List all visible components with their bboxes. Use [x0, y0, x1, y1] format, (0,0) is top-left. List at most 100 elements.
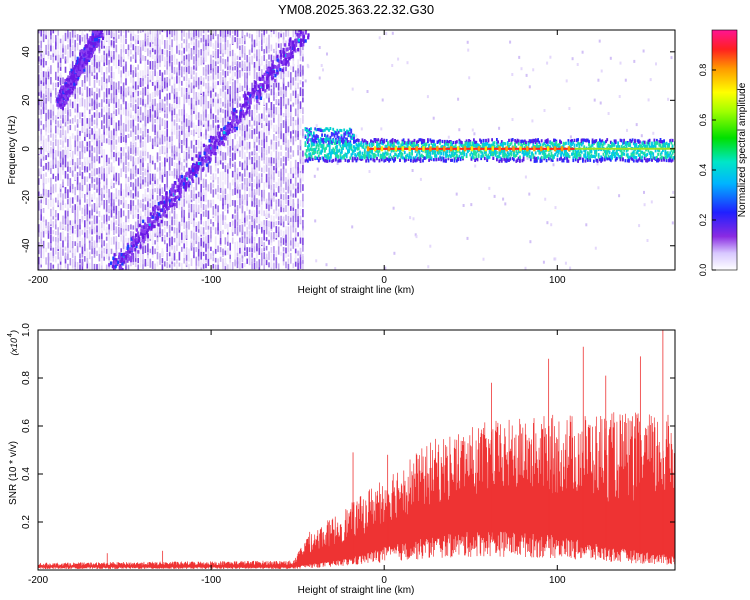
spectrogram-cell	[236, 261, 239, 269]
spectrogram-cell	[268, 167, 270, 176]
spectrogram-cell	[214, 50, 217, 59]
spectrogram-trend-cell	[214, 147, 217, 151]
spectrogram-trend-cell	[164, 201, 167, 205]
spectrogram-cell	[115, 220, 118, 225]
spectrogram-cell	[137, 251, 139, 258]
spectrogram-cell	[183, 136, 185, 146]
spectrogram-cell	[166, 152, 168, 159]
spectrogram-cell	[156, 167, 159, 172]
spectrogram-cell	[210, 182, 212, 190]
spectrogram-cell	[273, 171, 275, 181]
spectrogram-cell	[115, 241, 118, 250]
spectrogram-cell	[294, 186, 297, 196]
spectrogram-cell	[122, 30, 125, 34]
spectrogram-cell	[219, 187, 222, 193]
spectrogram-cell	[113, 193, 115, 200]
spectrogram-cell	[57, 251, 59, 260]
spectrogram-cell	[74, 49, 76, 55]
spectrogram-cell	[84, 157, 86, 167]
spectrogram-cell	[40, 77, 42, 84]
spectrogram-cell	[110, 192, 113, 201]
spectrogram-cell	[67, 263, 69, 270]
spectrogram-cell	[144, 107, 147, 116]
spectrogram-cell	[132, 30, 135, 37]
spectrogram-cell	[52, 230, 55, 235]
spectrogram-trend-cell	[230, 124, 234, 129]
spectrogram-cell	[159, 215, 161, 222]
spectrogram-cell	[544, 197, 547, 201]
spectrogram-cell	[214, 40, 217, 49]
spectrogram-cell	[108, 229, 110, 235]
spectrogram-cell	[251, 252, 253, 258]
spectrogram-cell	[282, 113, 285, 118]
spectrogram-cell	[144, 204, 147, 210]
spectrogram-cell	[161, 49, 164, 54]
spectrogram-cell	[244, 211, 246, 218]
spectrogram-cell	[142, 171, 144, 179]
spectrogram-cell	[244, 72, 246, 78]
spectrogram-cell	[202, 34, 205, 42]
spectrogram-cell	[280, 192, 282, 200]
spectrogram-cell	[195, 49, 198, 54]
spectrogram-cell	[74, 213, 76, 221]
spectrogram-cell	[103, 114, 105, 124]
spectrogram-cell	[207, 30, 210, 33]
spectrogram-cell	[52, 257, 55, 262]
spectrogram-cell	[246, 123, 248, 132]
spectrogram-cell	[302, 156, 304, 165]
spectrogram-cell	[234, 145, 236, 154]
spectrogram-cell	[200, 80, 202, 85]
spectrogram-cell	[214, 227, 217, 235]
spectrogram-cell	[59, 150, 62, 159]
spectrogram-cell	[134, 162, 137, 170]
spectrogram-cell	[550, 223, 553, 227]
spectrogram-cell	[229, 93, 231, 102]
spectrogram-cell	[91, 177, 93, 184]
spectrogram-cell	[207, 34, 210, 44]
spectrogram-cell	[71, 252, 74, 258]
spectrogram-cell	[103, 255, 105, 261]
spectrogram-cell	[193, 240, 195, 247]
spectrogram-cell	[115, 139, 118, 145]
spectrogram-cell	[137, 64, 139, 70]
spectrogram-cell	[294, 31, 297, 40]
spectrogram-cell	[74, 224, 76, 229]
spectrogram-cell	[302, 75, 304, 80]
spectrogram-trend-cell	[177, 187, 181, 191]
spectrogram-cell	[253, 96, 256, 102]
spectrogram-cell	[285, 103, 287, 109]
spectrogram-cell	[55, 115, 57, 120]
spectrogram-cell	[120, 91, 122, 100]
spectrogram-cell	[236, 219, 239, 227]
spectrogram-cell	[261, 56, 263, 65]
spectrogram-cell	[190, 103, 193, 110]
spectrogram-cell	[294, 75, 297, 81]
spectrogram-cell	[166, 235, 168, 241]
spectrogram-cell	[159, 166, 161, 176]
spectrogram-cell	[176, 213, 178, 220]
spectrogram-cell	[159, 156, 161, 161]
spectrogram-cell	[105, 161, 108, 166]
spectrogram-cell	[210, 253, 212, 260]
spectrogram-cell	[210, 127, 212, 136]
spectrogram-cell	[511, 118, 514, 121]
spectrogram-cell	[258, 30, 261, 38]
spectrogram-trend-cell	[195, 166, 198, 170]
spectrogram-trend-cell	[196, 163, 199, 167]
spectrogram-cell	[59, 51, 62, 58]
spectrogram-cell	[212, 189, 215, 198]
spectrogram-cell	[282, 163, 285, 170]
spectrogram-cell	[224, 122, 227, 128]
spectrogram-cell	[52, 221, 55, 228]
spectrogram-trend-cell	[297, 48, 300, 52]
spectrogram-cell	[299, 177, 302, 184]
spectrogram-cell	[294, 219, 297, 229]
spectrogram-cell	[47, 109, 50, 118]
spectrogram-cell	[294, 166, 297, 175]
spectrogram-cell	[258, 204, 261, 211]
spectrogram-cell	[88, 88, 91, 97]
spectrogram-trend-cell	[173, 191, 176, 196]
spectrogram-cell	[183, 66, 185, 72]
spectrogram-cell	[137, 258, 139, 264]
spectrogram-cell	[161, 229, 164, 237]
